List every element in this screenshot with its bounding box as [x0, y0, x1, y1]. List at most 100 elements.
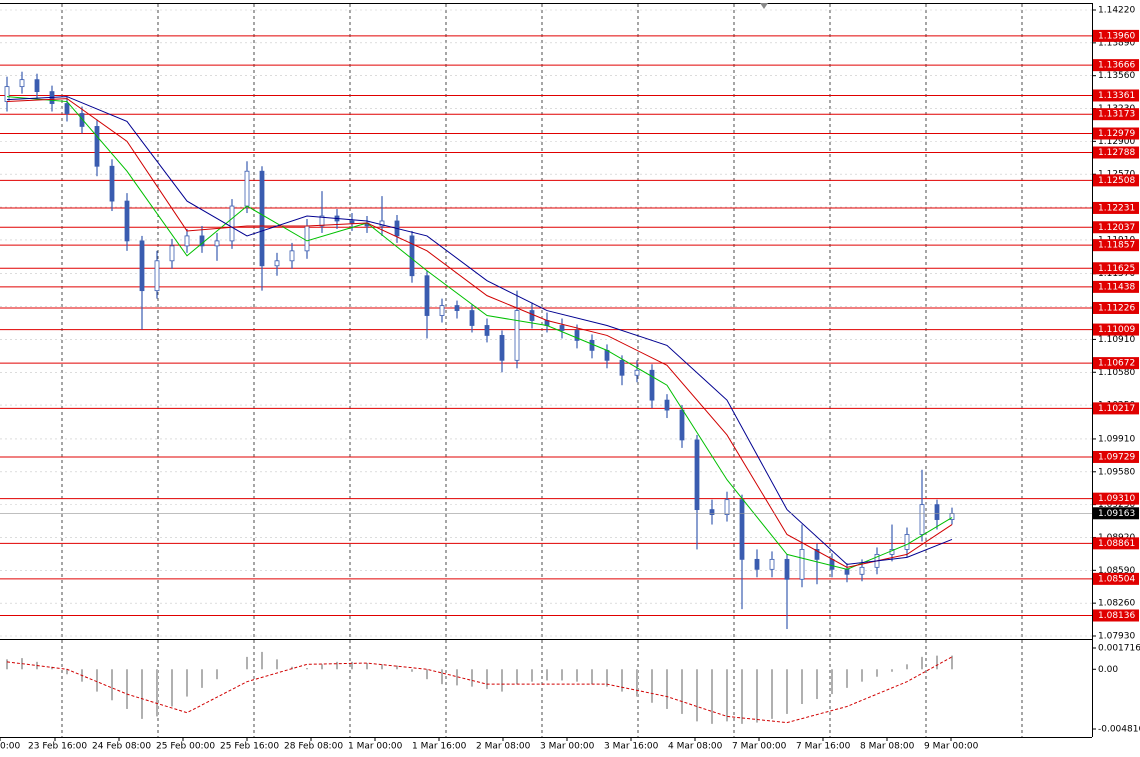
candle-body — [109, 165, 115, 202]
level-label: 1.08504 — [1098, 574, 1135, 584]
candle-body — [634, 369, 640, 376]
current-price-label: 1.09163 — [1098, 509, 1135, 519]
candle-body — [154, 260, 160, 292]
candle-body — [289, 250, 295, 262]
candle-body — [169, 245, 175, 262]
x-tick-label: 23 Feb 16:00 — [28, 742, 87, 752]
candle-body — [934, 504, 940, 520]
level-label: 1.10217 — [1098, 404, 1135, 414]
moving-average — [6, 96, 953, 570]
candle-body — [739, 499, 745, 560]
level-label: 1.13960 — [1098, 31, 1135, 41]
candle-body — [514, 310, 520, 361]
level-label-box — [1093, 29, 1139, 42]
level-label: 1.12231 — [1098, 203, 1135, 213]
level-label-box — [1093, 108, 1139, 121]
candle-body — [589, 340, 595, 351]
candle-body — [379, 220, 385, 227]
level-label-box — [1093, 402, 1139, 415]
level-label-box — [1093, 89, 1139, 102]
candle-body — [319, 215, 325, 227]
candle-body — [469, 310, 475, 326]
level-label: 1.08861 — [1098, 539, 1135, 549]
y-tick-label: 1.09580 — [1098, 467, 1135, 477]
level-label: 1.12979 — [1098, 129, 1135, 139]
level-label-box — [1093, 609, 1139, 622]
candle-body — [214, 240, 220, 247]
candle-body — [829, 558, 835, 570]
level-label: 1.11438 — [1098, 282, 1135, 292]
level-label: 1.13666 — [1098, 61, 1135, 71]
candle-body — [859, 566, 865, 575]
candle-body — [574, 330, 580, 341]
level-label: 1.11857 — [1098, 241, 1135, 251]
candle-body — [454, 305, 460, 311]
candle-body — [499, 335, 505, 361]
level-label: 1.09729 — [1098, 452, 1135, 462]
candle-body — [34, 79, 40, 93]
candle-body — [919, 504, 925, 535]
candle-body — [304, 225, 310, 252]
y-tick-label: 1.13560 — [1098, 71, 1135, 81]
candle-body — [529, 310, 535, 321]
candle-body — [604, 349, 610, 361]
level-label: 1.12508 — [1098, 176, 1135, 186]
x-tick-label: 9 Mar 00:00 — [924, 742, 979, 752]
x-tick-label: 8 Mar 08:00 — [860, 742, 915, 752]
x-tick-label: 24 Feb 08:00 — [92, 742, 151, 752]
y-tick-label: 1.10580 — [1098, 368, 1135, 378]
level-label-box — [1093, 450, 1139, 463]
candle-body — [844, 568, 850, 575]
level-label-box — [1093, 239, 1139, 252]
x-tick-label: 4 Mar 08:00 — [668, 742, 723, 752]
osc-tick-label: 0.001716 — [1098, 644, 1140, 654]
shift-marker — [760, 3, 768, 9]
candle-body — [694, 439, 700, 511]
level-label-box — [1093, 59, 1139, 72]
y-tick-label: 1.12900 — [1098, 137, 1135, 147]
x-tick-label: 25 Feb 16:00 — [220, 742, 279, 752]
level-label-box — [1093, 572, 1139, 585]
y-tick-label: 1.08260 — [1098, 599, 1135, 609]
osc-signal — [6, 656, 953, 724]
candle-body — [649, 369, 655, 401]
candle-body — [244, 170, 250, 207]
osc-tick-label: -0.004816 — [1098, 725, 1140, 735]
level-label: 1.11625 — [1098, 264, 1135, 274]
candle-body — [784, 558, 790, 580]
y-tick-label: 1.09250 — [1098, 500, 1135, 510]
y-tick-label: 1.09910 — [1098, 434, 1135, 444]
osc-tick-label: 0.00 — [1098, 665, 1118, 675]
current-price-box — [1093, 507, 1139, 520]
y-tick-label: 1.10910 — [1098, 335, 1135, 345]
candle-body — [754, 558, 760, 570]
x-tick-label: 1 Mar 00:00 — [348, 742, 403, 752]
candle-body — [724, 499, 730, 515]
candle-body — [559, 325, 565, 331]
x-tick-label: 0:00 — [0, 742, 20, 752]
level-label-box — [1093, 221, 1139, 234]
level-label: 1.13173 — [1098, 110, 1135, 120]
candle-body — [484, 325, 490, 336]
candle-body — [199, 235, 205, 247]
level-label: 1.11226 — [1098, 303, 1135, 313]
level-label-box — [1093, 146, 1139, 159]
candle-body — [904, 534, 910, 550]
moving-average — [6, 96, 953, 565]
candle-body — [259, 170, 265, 267]
level-label: 1.09310 — [1098, 494, 1135, 504]
x-tick-label: 2 Mar 08:00 — [476, 742, 531, 752]
candle-body — [409, 235, 415, 277]
candle-body — [439, 305, 445, 316]
y-tick-label: 1.14220 — [1098, 6, 1135, 16]
y-tick-label: 1.08590 — [1098, 566, 1135, 576]
level-label-box — [1093, 323, 1139, 336]
x-tick-label: 28 Feb 08:00 — [284, 742, 343, 752]
level-label: 1.12788 — [1098, 148, 1135, 158]
candle-body — [679, 409, 685, 441]
candle-body — [424, 275, 430, 316]
candle-body — [79, 113, 85, 127]
candle-body — [799, 549, 805, 580]
candle-body — [274, 260, 280, 267]
x-tick-label: 25 Feb 00:00 — [156, 742, 215, 752]
